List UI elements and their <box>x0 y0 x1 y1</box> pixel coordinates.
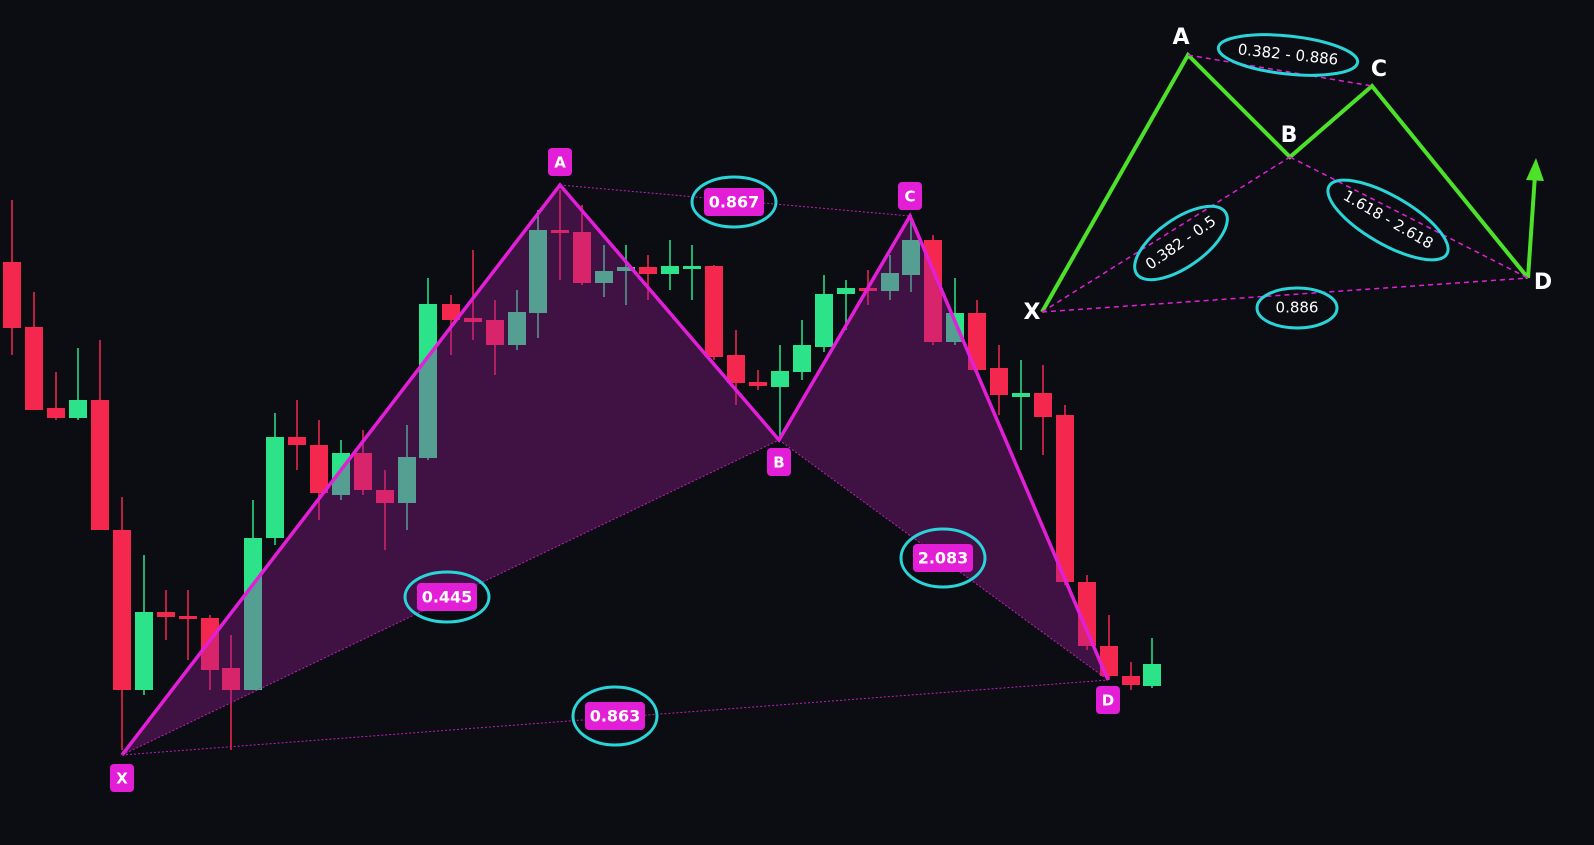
candle-body <box>573 232 591 283</box>
candle-body <box>179 616 197 619</box>
candle-body <box>1056 415 1074 582</box>
candle-body <box>3 262 21 328</box>
candle-body <box>47 408 65 418</box>
candle-body <box>902 240 920 275</box>
candle-body <box>793 345 811 372</box>
candle-body <box>1122 676 1140 685</box>
candle-body <box>771 371 789 387</box>
point-label: C <box>1371 57 1387 82</box>
candle-body <box>837 288 855 294</box>
pattern-fill <box>779 216 1108 680</box>
ratio-label: 0.867 <box>709 193 760 212</box>
candle-body <box>113 530 131 690</box>
candle-body <box>815 294 833 347</box>
candle-body <box>376 490 394 503</box>
point-label: A <box>1172 25 1189 50</box>
ratio-label: 0.863 <box>590 707 641 726</box>
candle-body <box>135 612 153 690</box>
ratio-label: 0.445 <box>422 588 473 607</box>
candle-body <box>990 368 1008 395</box>
pattern-fill <box>122 185 779 755</box>
point-label: C <box>904 188 915 206</box>
candle-body <box>617 267 635 271</box>
candle-body <box>266 437 284 538</box>
candle-body <box>157 612 175 617</box>
point-label: D <box>1102 692 1114 710</box>
candle-body <box>639 267 657 274</box>
candle-body <box>661 266 679 274</box>
candle-body <box>705 266 723 357</box>
ratio-label: 2.083 <box>918 549 969 568</box>
ratio-label: 0.886 <box>1276 299 1319 317</box>
candle-body <box>529 230 547 313</box>
candles <box>3 190 1161 750</box>
point-label: X <box>1024 300 1041 325</box>
point-label: A <box>554 154 566 172</box>
candle-body <box>288 437 306 445</box>
point-label: X <box>116 770 128 788</box>
candle-body <box>222 668 240 690</box>
candle-body <box>486 320 504 345</box>
candle-body <box>310 445 328 493</box>
candle-body <box>1012 393 1030 397</box>
candle-body <box>419 304 437 458</box>
candle-body <box>1078 582 1096 646</box>
candle-body <box>69 400 87 418</box>
candle-body <box>354 453 372 490</box>
candle-body <box>201 618 219 670</box>
candle-body <box>464 318 482 322</box>
candle-body <box>727 355 745 383</box>
candle-body <box>91 400 109 530</box>
candle-body <box>595 271 613 283</box>
point-label: B <box>773 454 784 472</box>
candle-body <box>881 273 899 291</box>
point-label: D <box>1534 270 1552 295</box>
candle-body <box>442 304 460 320</box>
point-label: B <box>1281 123 1298 148</box>
candle-body <box>968 313 986 370</box>
candle-body <box>508 312 526 345</box>
candle-body <box>551 230 569 233</box>
candle-body <box>749 382 767 386</box>
candle-body <box>25 327 43 410</box>
candle-body <box>1143 664 1161 686</box>
candle-body <box>683 266 701 269</box>
candle-body <box>924 240 942 342</box>
ratio-labels: 0.445 0.867 2.083 0.863 <box>403 175 987 747</box>
candle-body <box>398 457 416 503</box>
point-labels: X A B C D <box>110 148 1120 792</box>
candle-body <box>1034 393 1052 417</box>
